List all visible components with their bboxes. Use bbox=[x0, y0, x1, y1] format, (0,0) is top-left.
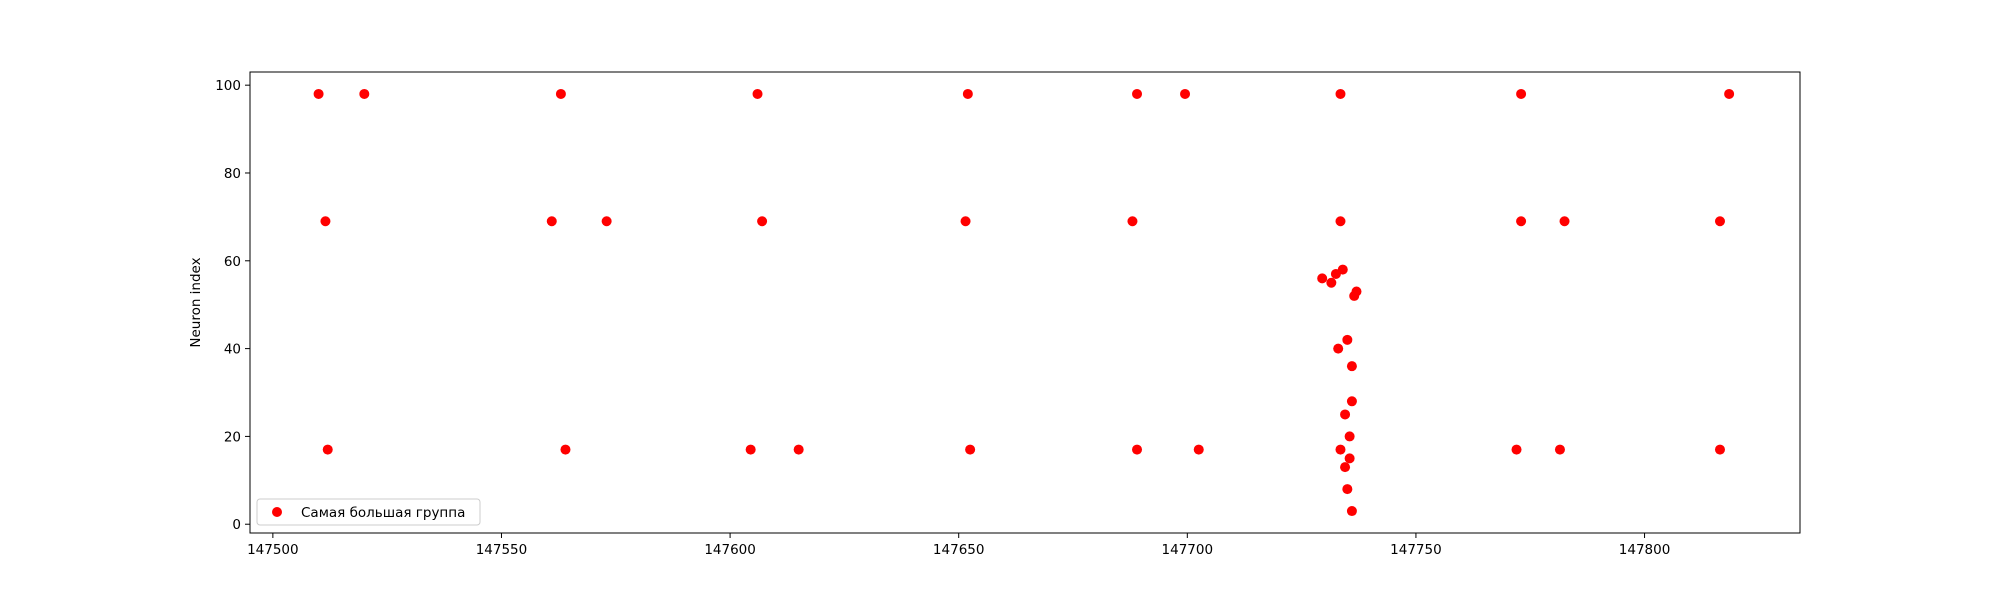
scatter-point bbox=[1342, 334, 1353, 345]
scatter-point bbox=[1340, 462, 1351, 473]
scatter-point bbox=[1516, 88, 1527, 99]
plot-frame bbox=[249, 71, 1801, 534]
scatter-point bbox=[320, 216, 331, 227]
scatter-point bbox=[793, 444, 804, 455]
x-tick-label: 147750 bbox=[1390, 542, 1442, 558]
scatter-point bbox=[1132, 444, 1143, 455]
scatter-point bbox=[560, 444, 571, 455]
legend-entry: Самая большая группа bbox=[301, 505, 465, 521]
scatter-point bbox=[546, 216, 557, 227]
legend-box bbox=[256, 498, 481, 526]
scatter-point bbox=[313, 88, 324, 99]
scatter-point bbox=[1346, 506, 1357, 517]
y-axis-label: Neuron index bbox=[188, 257, 204, 347]
scatter-point bbox=[1340, 409, 1351, 420]
scatter-point bbox=[1127, 216, 1138, 227]
scatter-point bbox=[745, 444, 756, 455]
legend: Самая большая группа bbox=[256, 498, 481, 526]
x-tick-label: 147600 bbox=[704, 542, 756, 558]
scatter-point bbox=[1346, 396, 1357, 407]
scatter-point bbox=[1724, 88, 1735, 99]
scatter-point bbox=[1326, 277, 1337, 288]
scatter-point bbox=[1317, 273, 1328, 284]
scatter-point bbox=[1351, 286, 1362, 297]
y-tick-label: 0 bbox=[232, 517, 241, 533]
y-tick-label: 100 bbox=[215, 78, 241, 94]
x-axis: 147500 147550 147600 147650 147700 147750 1478… bbox=[247, 533, 1670, 558]
x-tick-label: 147550 bbox=[476, 542, 528, 558]
scatter-point bbox=[601, 216, 612, 227]
scatter-point bbox=[1554, 444, 1565, 455]
scatter-point bbox=[752, 88, 763, 99]
scatter-point bbox=[1344, 431, 1355, 442]
legend-marker bbox=[272, 507, 282, 517]
scatter-point bbox=[1335, 444, 1346, 455]
data-points bbox=[313, 88, 1735, 517]
scatter-point bbox=[1193, 444, 1204, 455]
scatter-point bbox=[1714, 444, 1725, 455]
scatter-point bbox=[1516, 216, 1527, 227]
scatter-point bbox=[322, 444, 333, 455]
scatter-point bbox=[1337, 264, 1348, 275]
x-tick-label: 147700 bbox=[1162, 542, 1214, 558]
scatter-point bbox=[1559, 216, 1570, 227]
x-tick-label: 147800 bbox=[1619, 542, 1671, 558]
y-axis: 0 20 40 60 80 100 bbox=[215, 78, 250, 533]
scatter-point bbox=[1333, 343, 1344, 354]
scatter-point bbox=[555, 88, 566, 99]
x-tick-label: 147650 bbox=[933, 542, 985, 558]
scatter-point bbox=[1342, 484, 1353, 495]
x-tick-label: 147500 bbox=[247, 542, 299, 558]
y-tick-label: 40 bbox=[224, 342, 241, 358]
scatter-point bbox=[1511, 444, 1522, 455]
scatter-point bbox=[1714, 216, 1725, 227]
scatter-point bbox=[1180, 88, 1191, 99]
scatter-point bbox=[359, 88, 370, 99]
scatter-point bbox=[1335, 216, 1346, 227]
scatter-point bbox=[962, 88, 973, 99]
y-tick-label: 60 bbox=[224, 254, 241, 270]
y-tick-label: 80 bbox=[224, 166, 241, 182]
scatter-point bbox=[1346, 361, 1357, 372]
scatter-point bbox=[757, 216, 768, 227]
scatter-point bbox=[960, 216, 971, 227]
y-tick-label: 20 bbox=[224, 429, 241, 445]
scatter-point bbox=[1132, 88, 1143, 99]
scatter-point bbox=[1335, 88, 1346, 99]
scatter-point bbox=[965, 444, 976, 455]
scatter-point bbox=[1344, 453, 1355, 464]
